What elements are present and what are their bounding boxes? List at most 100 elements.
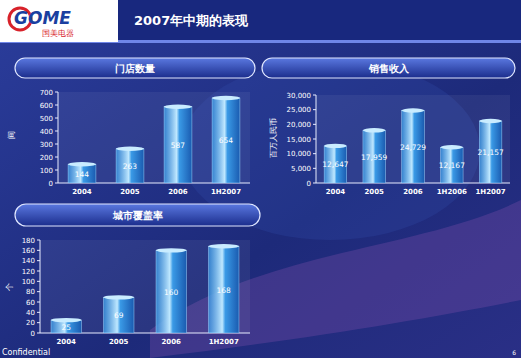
y-tick-label: 100 bbox=[40, 167, 53, 175]
y-tick bbox=[313, 183, 316, 184]
y-tick-label: 20,000 bbox=[287, 121, 312, 129]
y-tick-label: 80 bbox=[26, 288, 35, 296]
x-tick-label: 1H2007 bbox=[475, 188, 505, 196]
y-tick bbox=[37, 260, 40, 261]
slide-title: 2007年中期的表现 bbox=[134, 13, 249, 28]
y-tick bbox=[313, 95, 316, 96]
data-label: 12,647 bbox=[322, 160, 348, 169]
logo-text: GOME bbox=[14, 8, 71, 28]
y-tick bbox=[55, 144, 58, 145]
footer: Confidential bbox=[2, 348, 50, 357]
x-tick-label: 1H2007 bbox=[209, 338, 239, 346]
data-label: 69 bbox=[114, 311, 124, 320]
y-tick bbox=[313, 109, 316, 110]
y-tick-label: 5,000 bbox=[291, 165, 311, 173]
y-axis-label: 百万人民币 bbox=[269, 118, 278, 158]
y-tick-label: 100 bbox=[22, 278, 35, 286]
y-axis-label: 间 bbox=[7, 131, 16, 139]
y-tick-label: 0 bbox=[31, 330, 35, 338]
x-tick-label: 2005 bbox=[109, 338, 129, 346]
y-tick-label: 10,000 bbox=[287, 150, 312, 158]
bars bbox=[51, 244, 239, 333]
y-tick-label: 600 bbox=[40, 102, 53, 110]
y-tick-label: 160 bbox=[22, 247, 35, 255]
y-tick-label: 60 bbox=[26, 299, 35, 307]
chart-header bbox=[15, 58, 255, 78]
y-tick bbox=[55, 170, 58, 171]
y-axis-label: 个 bbox=[5, 283, 14, 291]
x-tick-label: 2004 bbox=[326, 188, 346, 196]
plot-area bbox=[58, 92, 250, 183]
slide: GOME国美电器2007年中期的表现Confidential6门店数量01002… bbox=[0, 0, 521, 358]
page: {"slide": {"title": "2007年中期的表现", "logo"… bbox=[0, 0, 521, 358]
background bbox=[0, 0, 521, 358]
x-tick-label: 2005 bbox=[120, 188, 140, 196]
logo-box bbox=[0, 0, 118, 42]
data-label: 160 bbox=[164, 288, 179, 297]
y-tick-label: 180 bbox=[22, 237, 35, 245]
plot-area bbox=[40, 240, 250, 333]
y-tick bbox=[55, 92, 58, 93]
x-tick-label: 1H2007 bbox=[211, 188, 241, 196]
y-tick-label: 0 bbox=[307, 180, 311, 188]
chart: 销售收入05,00010,00015,00020,00025,00030,000… bbox=[262, 58, 515, 196]
y-tick-label: 40 bbox=[26, 309, 35, 317]
data-label: 168 bbox=[217, 286, 232, 295]
chart: 城市覆盖率 0 20 40 60 80 100 120 140 160 180 个 25 69 160 168… bbox=[5, 204, 260, 346]
bar-cap bbox=[479, 119, 502, 123]
y-tick bbox=[55, 157, 58, 158]
x-tick-label: 2005 bbox=[364, 188, 384, 196]
y-tick-label: 0 bbox=[49, 180, 53, 188]
data-label: 654 bbox=[219, 136, 234, 145]
bar bbox=[68, 164, 96, 183]
x-tick-label: 1H2006 bbox=[437, 188, 467, 196]
top-bar bbox=[0, 0, 521, 42]
y-tick bbox=[37, 250, 40, 251]
x-tick-label: 2006 bbox=[162, 338, 182, 346]
y-tick bbox=[37, 322, 40, 323]
y-tick bbox=[55, 105, 58, 106]
bar bbox=[209, 246, 239, 333]
y-axis bbox=[40, 240, 41, 333]
bar-cap bbox=[68, 162, 96, 166]
y-tick bbox=[37, 333, 40, 334]
y-tick bbox=[55, 118, 58, 119]
y-tick bbox=[313, 153, 316, 154]
bar bbox=[116, 149, 144, 183]
chart: 门店数量0100200300400500600700间1442635876542… bbox=[7, 58, 255, 196]
y-tick-label: 15,000 bbox=[287, 136, 312, 144]
bar-cap bbox=[164, 104, 192, 108]
data-label: 25 bbox=[61, 323, 71, 332]
chart-header bbox=[15, 204, 260, 226]
data-label: 12,167 bbox=[439, 161, 465, 170]
data-label: 17,959 bbox=[361, 153, 387, 162]
y-axis bbox=[58, 92, 59, 183]
x-tick-label: 2004 bbox=[57, 338, 77, 346]
y-tick bbox=[37, 302, 40, 303]
y-tick-label: 120 bbox=[22, 268, 35, 276]
bar-cap bbox=[402, 108, 425, 112]
logo-subtitle: 国美电器 bbox=[42, 29, 74, 38]
y-tick bbox=[313, 139, 316, 140]
bars bbox=[68, 96, 240, 183]
y-tick-label: 400 bbox=[40, 128, 53, 136]
y-tick bbox=[55, 131, 58, 132]
x-tick-label: 2004 bbox=[72, 188, 92, 196]
y-tick bbox=[55, 183, 58, 184]
y-tick-label: 25,000 bbox=[287, 106, 312, 114]
bar-cap bbox=[212, 96, 240, 100]
y-tick bbox=[37, 281, 40, 282]
y-tick bbox=[37, 271, 40, 272]
y-tick-label: 200 bbox=[40, 154, 53, 162]
y-tick-label: 20 bbox=[26, 319, 35, 327]
chart-title: 城市覆盖率 bbox=[112, 210, 163, 221]
chart-title: 门店数量 bbox=[115, 63, 155, 74]
x-tick-label: 2006 bbox=[168, 188, 188, 196]
bar-cap bbox=[324, 144, 347, 148]
data-label: 587 bbox=[171, 141, 186, 150]
y-tick-label: 30,000 bbox=[287, 92, 312, 100]
y-tick-label: 700 bbox=[40, 89, 53, 97]
data-label: 263 bbox=[123, 162, 138, 171]
y-tick-label: 140 bbox=[22, 257, 35, 265]
y-tick bbox=[313, 168, 316, 169]
